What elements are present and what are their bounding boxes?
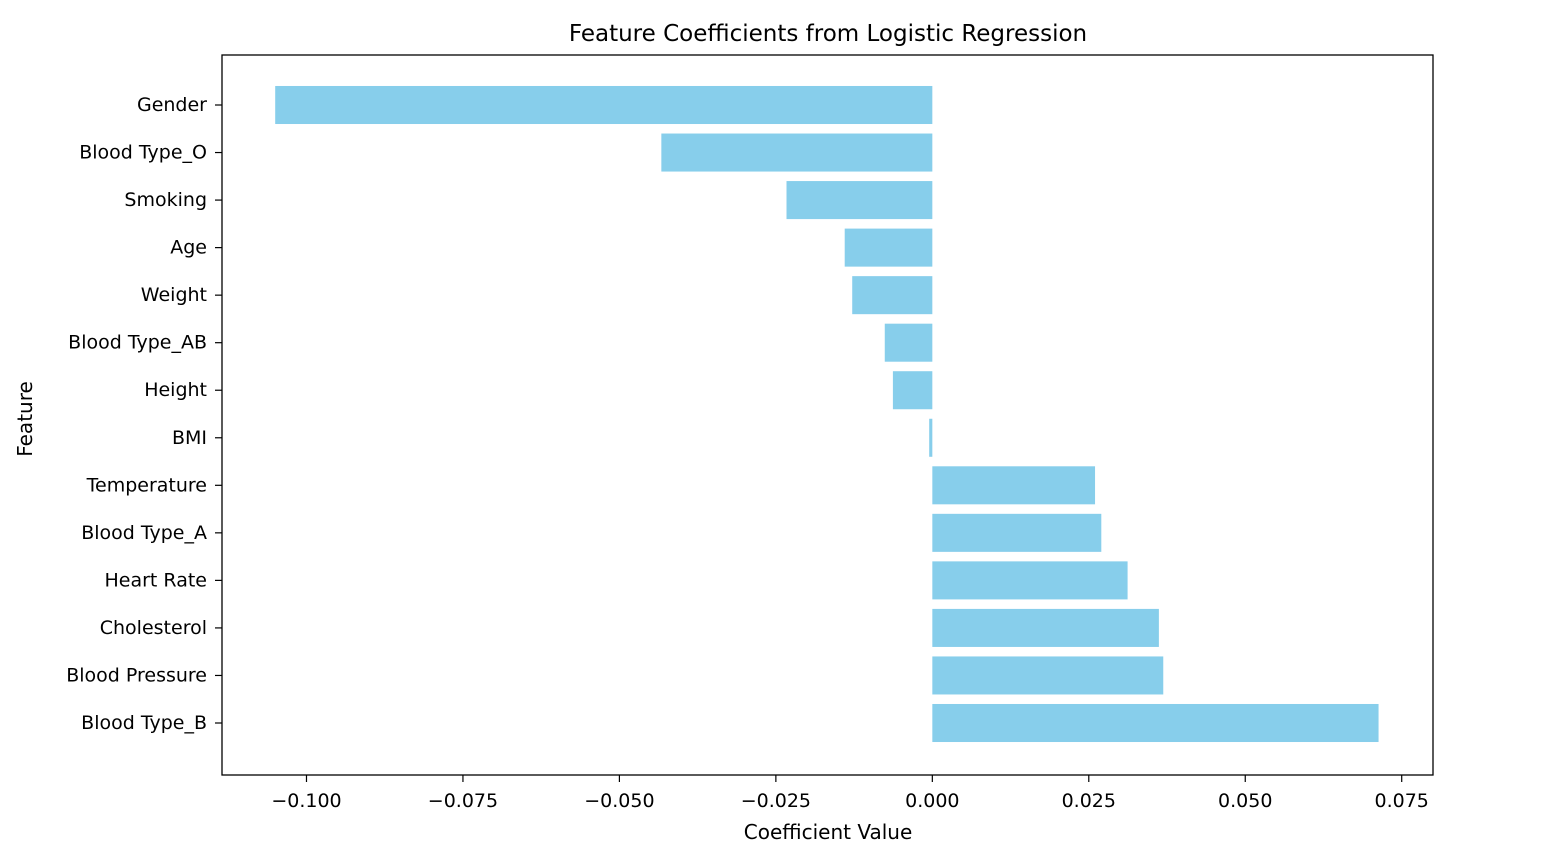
plot-frame [221, 54, 1434, 776]
x-tick-label: −0.025 [741, 790, 811, 812]
y-tick-label: Blood Pressure [66, 664, 207, 686]
y-tick-label: Blood Type_A [81, 522, 207, 544]
y-tick-label: Blood Type_B [81, 712, 207, 734]
bar [932, 466, 1096, 505]
bar [661, 133, 933, 172]
x-axis: −0.100 −0.075 −0.050 −0.025 0.000 0.025 0.050 0… [271, 775, 1429, 812]
x-tick-label: 0.025 [1062, 790, 1116, 812]
x-tick-label: 0.000 [905, 790, 959, 812]
y-tick-label: Smoking [124, 189, 207, 211]
x-tick-label: −0.050 [584, 790, 654, 812]
y-tick-label: Heart Rate [105, 569, 208, 591]
y-axis: Gender Blood Type_O Smoking Age Weight Blood … [66, 94, 222, 734]
x-tick-label: 0.075 [1375, 790, 1429, 812]
x-axis-label: Coefficient Value [744, 820, 913, 844]
y-tick-label: Cholesterol [100, 617, 207, 639]
y-tick-label: Gender [137, 94, 207, 116]
x-tick-label: 0.050 [1218, 790, 1272, 812]
bar [932, 656, 1164, 695]
y-tick-label: Temperature [86, 474, 207, 496]
bar [844, 228, 933, 267]
bar [852, 276, 933, 315]
y-tick-label: BMI [172, 427, 207, 449]
y-tick-label: Blood Type_AB [68, 332, 207, 354]
bar [884, 323, 933, 362]
y-tick-label: Age [170, 237, 207, 259]
x-tick-label: −0.100 [271, 790, 341, 812]
bar [275, 85, 933, 125]
bar [932, 513, 1102, 552]
y-axis-label: Feature [13, 381, 37, 457]
bar [929, 418, 933, 457]
bar [932, 561, 1128, 600]
bar [932, 703, 1379, 743]
y-tick-label: Blood Type_O [79, 142, 207, 164]
bar [892, 371, 933, 410]
x-tick-label: −0.075 [428, 790, 498, 812]
y-tick-label: Height [144, 379, 207, 401]
bar [786, 181, 933, 220]
bars-layer [275, 85, 1379, 743]
bar [932, 608, 1159, 647]
chart-title: Feature Coefficients from Logistic Regre… [569, 21, 1087, 47]
y-tick-label: Weight [141, 284, 207, 306]
